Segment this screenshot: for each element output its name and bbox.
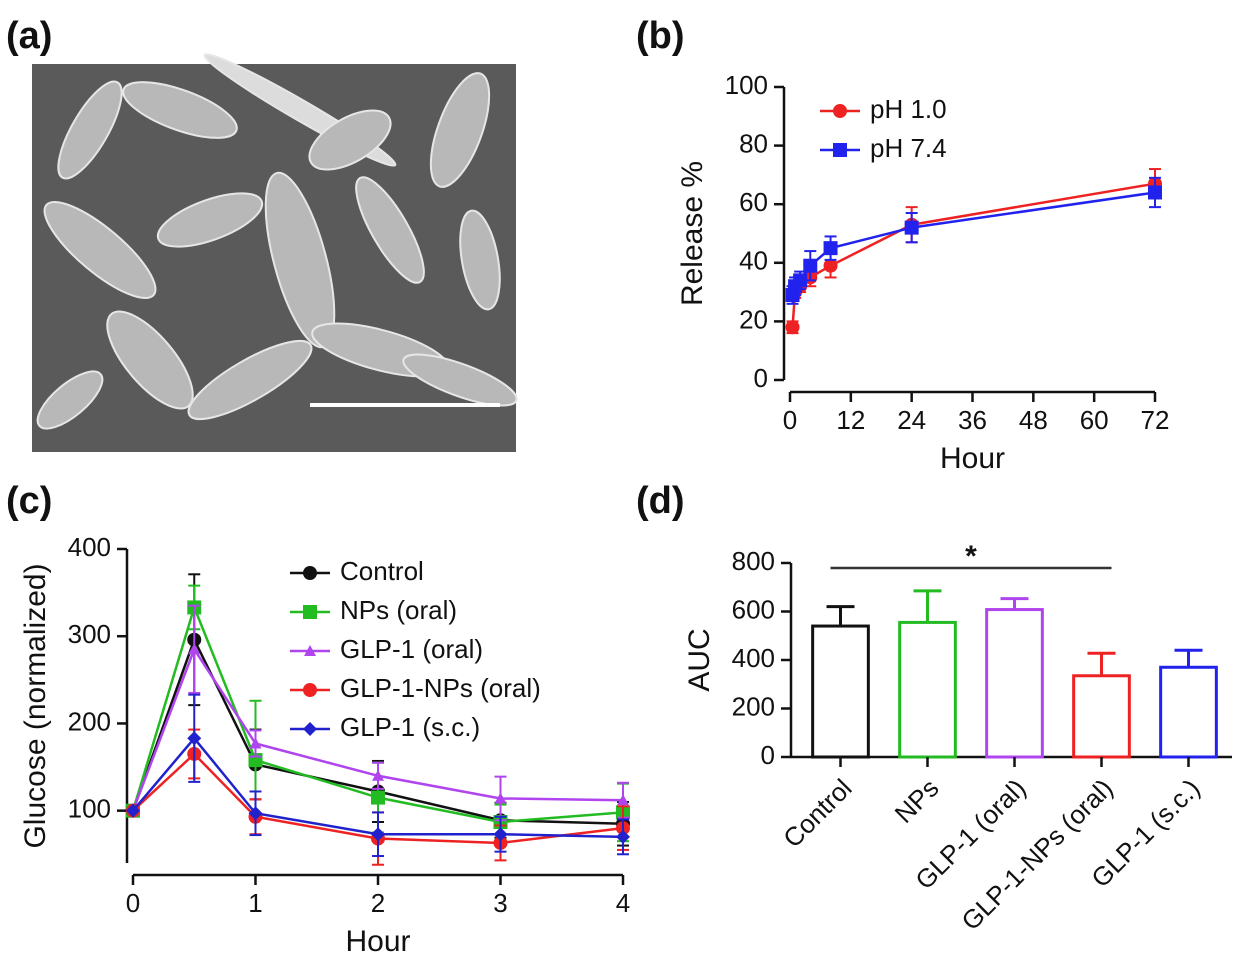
particles <box>36 53 518 430</box>
y-tick-label: 60 <box>739 187 768 217</box>
y-tick-label: 800 <box>732 546 775 576</box>
x-tick-label: 0 <box>783 405 797 435</box>
legend-label: pH 7.4 <box>870 133 947 163</box>
error-bar <box>1087 651 1116 676</box>
legend-marker <box>303 722 317 736</box>
legend-label: NPs (oral) <box>340 595 457 625</box>
bar <box>985 608 1044 759</box>
legend-label: GLP-1-NPs (oral) <box>340 673 541 703</box>
panel-label: (c) <box>6 480 52 522</box>
series-line <box>132 736 624 839</box>
marker <box>1148 185 1162 200</box>
y-tick-label: 200 <box>732 691 775 721</box>
y-tick-label: 400 <box>732 643 775 673</box>
x-tick-label: 2 <box>371 888 385 918</box>
x-tick-label: 12 <box>836 405 865 435</box>
error-bar <box>1000 597 1029 610</box>
y-tick-label: 20 <box>739 304 768 334</box>
series-line <box>791 182 1156 328</box>
legend-marker <box>833 143 847 157</box>
marker <box>785 320 800 335</box>
marker <box>793 273 808 288</box>
error-bar <box>1174 648 1203 668</box>
marker <box>187 731 202 746</box>
x-tick-label: 0 <box>126 888 140 918</box>
panel-label: (d) <box>636 480 685 522</box>
legend-marker <box>303 566 317 580</box>
marker <box>188 643 201 655</box>
series-line <box>132 752 624 845</box>
x-tick-label: 60 <box>1080 405 1109 435</box>
x-tick-label: 72 <box>1141 405 1170 435</box>
x-tick-label: GLP-1-NPs (oral) <box>955 773 1118 936</box>
x-tick-label: 48 <box>1019 405 1048 435</box>
marker <box>249 737 262 749</box>
panel-label: (a) <box>6 15 52 57</box>
y-tick-label: 100 <box>68 794 111 824</box>
marker <box>904 220 919 235</box>
sem-image <box>32 53 518 452</box>
legend-marker <box>303 683 317 697</box>
bar <box>811 624 870 759</box>
marker <box>371 790 385 805</box>
x-axis-title: Hour <box>345 925 410 958</box>
y-tick-label: 80 <box>739 128 768 158</box>
x-axis-title: Hour <box>940 442 1005 475</box>
y-tick-label: 300 <box>68 619 111 649</box>
bar <box>898 620 957 759</box>
y-axis-title: Release % <box>676 161 709 306</box>
legend-marker <box>303 605 317 619</box>
y-tick-label: 100 <box>725 70 768 100</box>
error-bar <box>913 589 942 623</box>
marker <box>372 769 384 781</box>
error-bar <box>826 605 855 627</box>
bar <box>1072 674 1131 759</box>
x-tick-label: 4 <box>616 888 630 918</box>
x-tick-label: 36 <box>958 405 987 435</box>
y-tick-label: 40 <box>739 246 768 276</box>
marker <box>617 794 629 806</box>
x-tick-label: 1 <box>248 888 262 918</box>
legend-marker <box>833 104 847 118</box>
marker <box>371 827 385 842</box>
marker <box>494 792 507 804</box>
legend-marker <box>304 645 316 656</box>
bar <box>1159 665 1218 759</box>
y-axis-title: Glucose (normalized) <box>19 563 52 848</box>
legend-label: GLP-1 (oral) <box>340 634 483 664</box>
x-tick-label: 24 <box>897 405 926 435</box>
legend-label: GLP-1 (s.c.) <box>340 712 480 742</box>
series-line <box>131 646 624 812</box>
y-tick-label: 600 <box>732 594 775 624</box>
marker <box>126 803 140 818</box>
y-tick-label: 0 <box>754 363 768 393</box>
y-tick-label: 0 <box>761 740 775 770</box>
marker <box>803 258 818 273</box>
y-axis-title: AUC <box>683 628 716 691</box>
series-line <box>791 191 1156 296</box>
marker <box>248 806 263 821</box>
legend-label: Control <box>340 556 424 586</box>
marker <box>493 827 508 842</box>
marker <box>823 241 838 256</box>
marker <box>823 258 838 273</box>
x-tick-label: Control <box>777 773 857 853</box>
panel-label: (b) <box>636 15 685 57</box>
x-tick-label: NPs <box>889 773 945 829</box>
x-tick-label: 3 <box>493 888 507 918</box>
y-tick-label: 400 <box>68 532 111 562</box>
marker <box>616 829 630 844</box>
significance-label: * <box>965 540 977 573</box>
legend-label: pH 1.0 <box>870 94 947 124</box>
y-tick-label: 200 <box>68 706 111 736</box>
series-line <box>131 603 624 824</box>
